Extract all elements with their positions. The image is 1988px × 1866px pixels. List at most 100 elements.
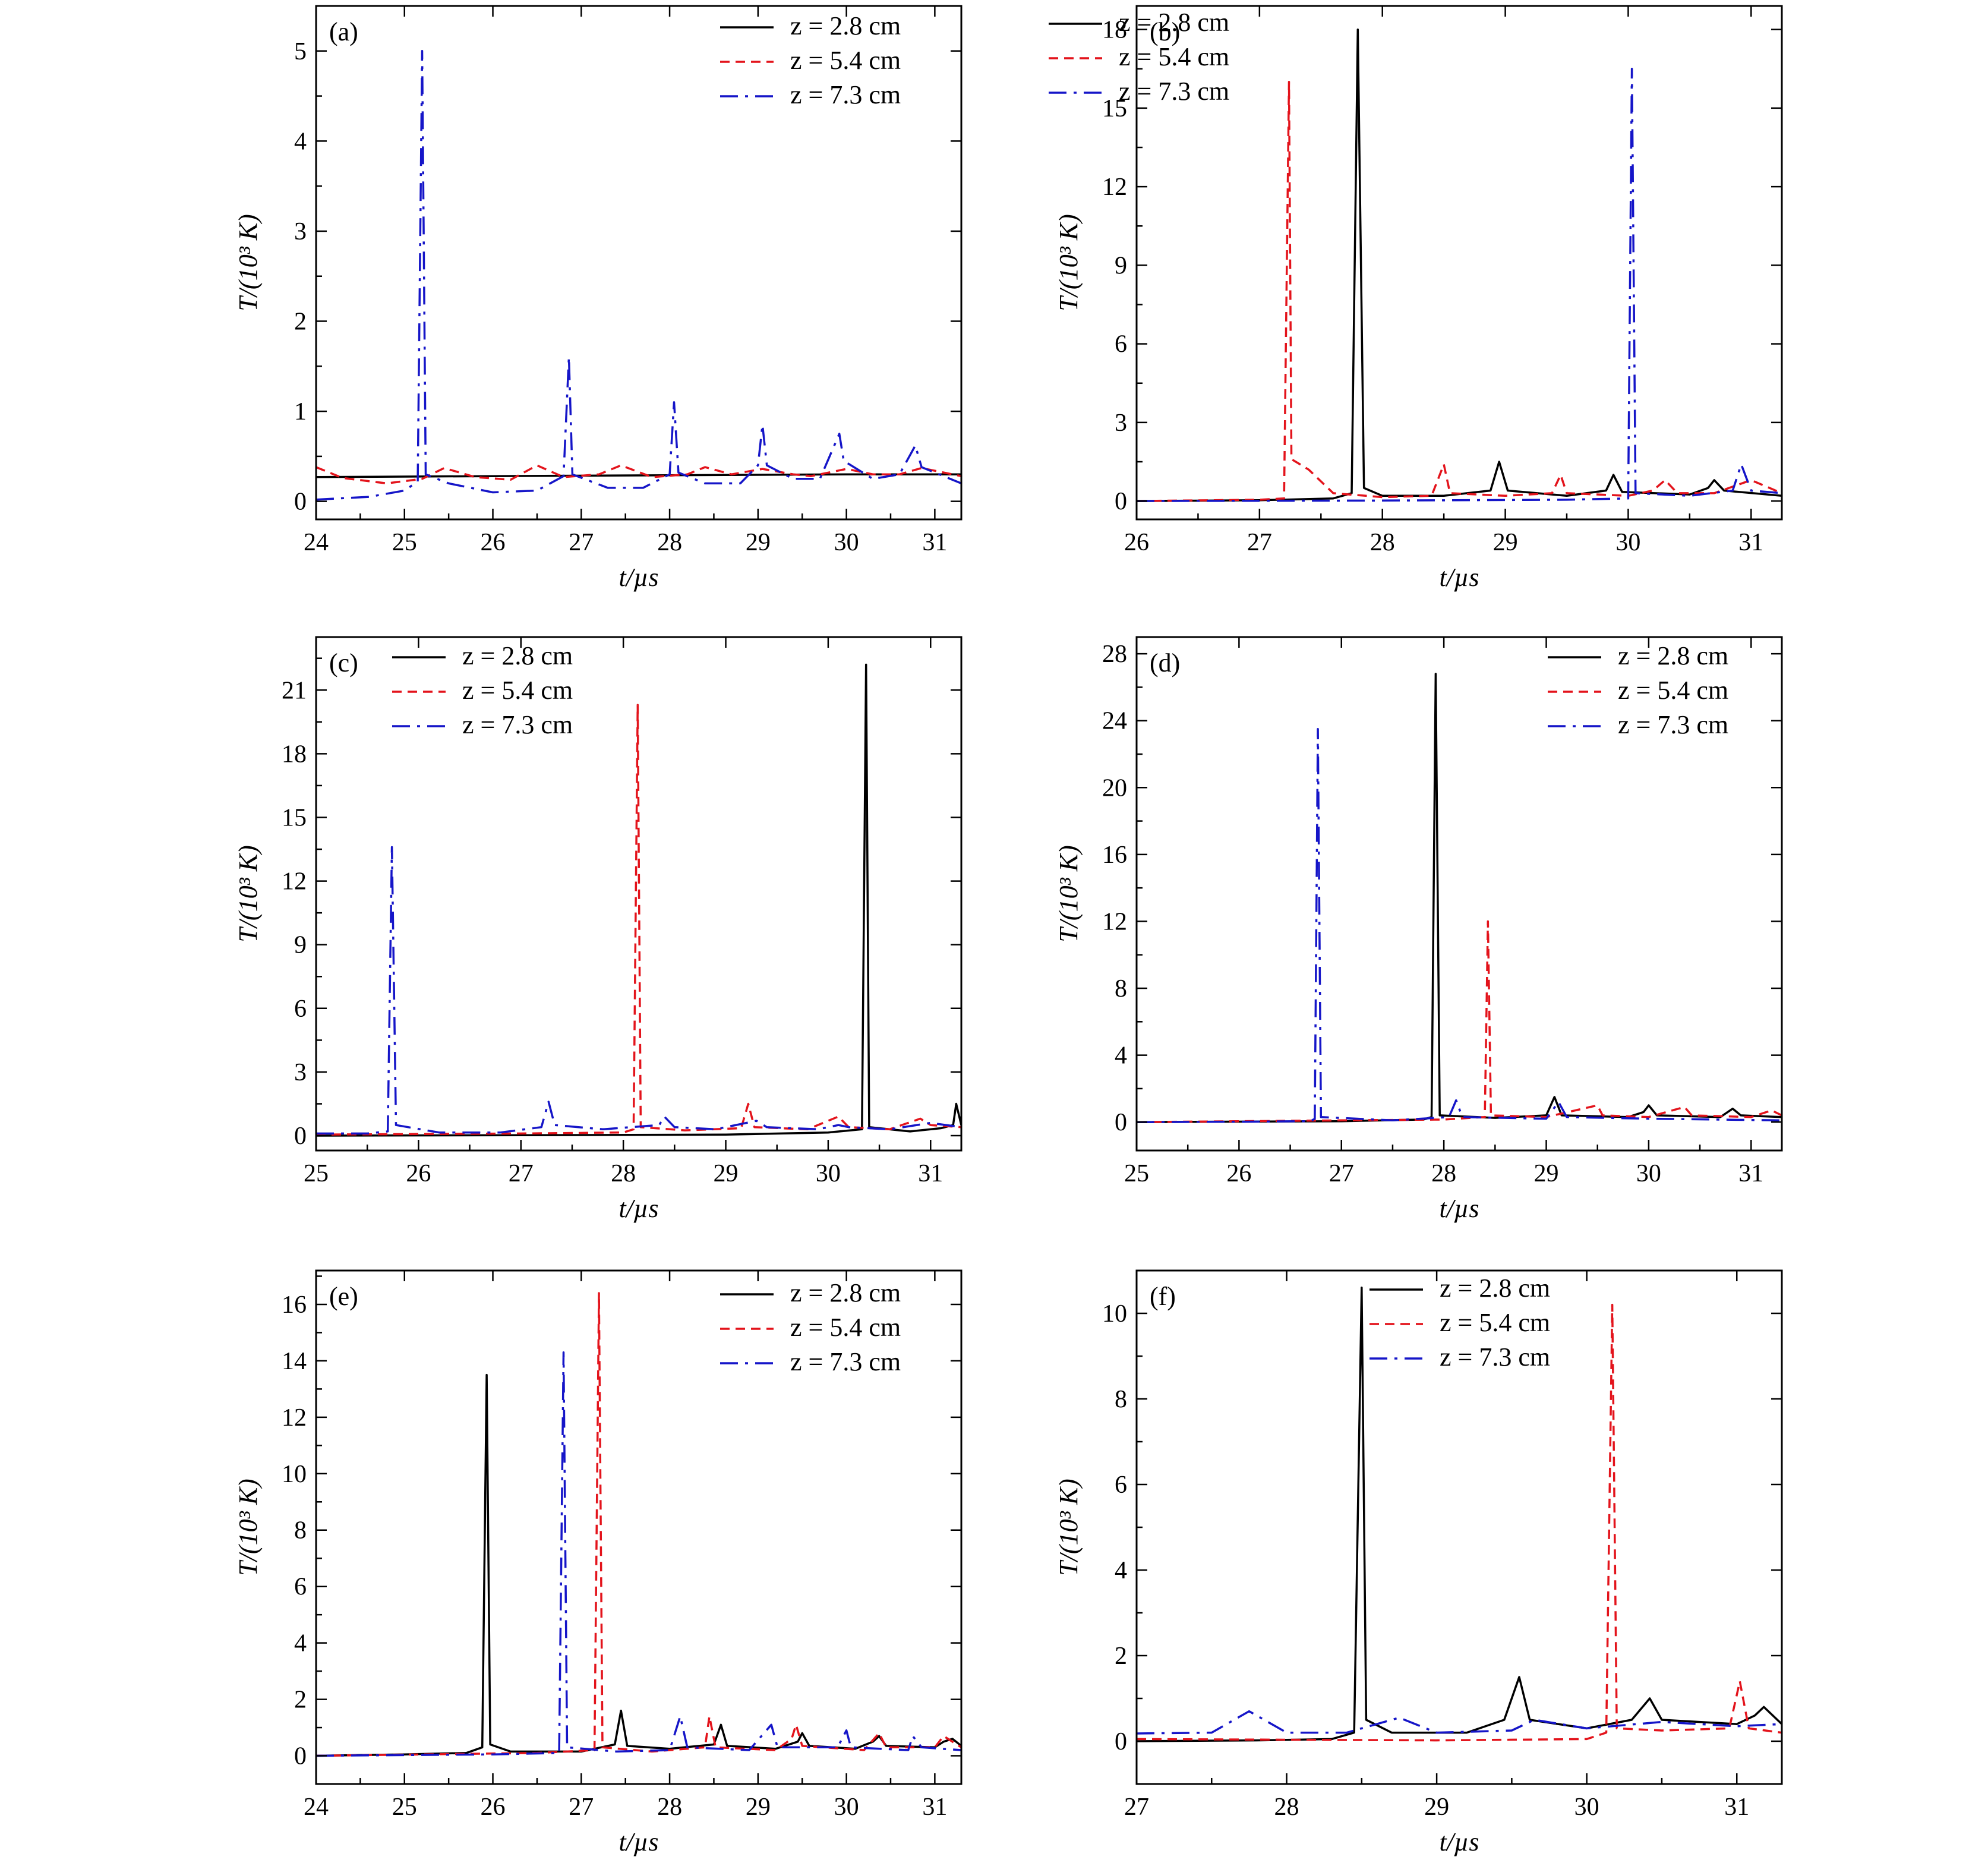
x-tick-label: 31 <box>922 1793 947 1821</box>
series-line-1 <box>1137 1287 1782 1742</box>
x-tick-label: 24 <box>304 529 329 556</box>
x-tick-label: 30 <box>1574 1793 1599 1821</box>
series-line-1 <box>316 663 961 1137</box>
x-tick-label: 27 <box>1124 1793 1149 1821</box>
x-axis-label: t/µs <box>619 1827 659 1856</box>
y-tick-label: 6 <box>1115 1471 1127 1499</box>
series-line-1 <box>316 1373 961 1757</box>
legend-entry-1: z = 2.8 cm <box>1618 641 1728 670</box>
y-tick-label: 3 <box>294 1059 307 1086</box>
plot-frame <box>315 636 963 1152</box>
x-axis-label: t/µs <box>1440 1194 1479 1223</box>
y-tick-label: 4 <box>1115 1557 1127 1584</box>
series-line-2 <box>1137 1303 1782 1742</box>
x-tick-label: 30 <box>1636 1160 1661 1187</box>
x-tick-label: 30 <box>834 1793 859 1821</box>
y-tick-label: 8 <box>1115 975 1127 1003</box>
y-tick-label: 6 <box>294 1574 307 1601</box>
y-tick-label: 3 <box>294 218 307 245</box>
legend: z = 2.8 cm z = 5.4 cm z = 7.3 cm <box>1049 8 1229 106</box>
legend-entry-2: z = 5.4 cm <box>790 1313 901 1342</box>
y-tick-label: 24 <box>1102 708 1127 735</box>
y-axis-label: T/(10³ K) <box>1054 214 1083 311</box>
series-line-3 <box>316 1351 961 1757</box>
legend-entry-1: z = 2.8 cm <box>790 1278 901 1307</box>
legend-entry-3: z = 7.3 cm <box>462 710 573 739</box>
x-tick-label: 27 <box>569 1793 594 1821</box>
series-line-1 <box>1137 673 1782 1123</box>
legend-entry-1: z = 2.8 cm <box>790 11 901 40</box>
x-tick-label: 29 <box>1493 529 1518 556</box>
x-tick-label: 25 <box>1124 1160 1149 1187</box>
y-tick-label: 8 <box>1115 1386 1127 1413</box>
x-tick-label: 30 <box>816 1160 841 1187</box>
y-axis-label: T/(10³ K) <box>1054 1479 1083 1576</box>
x-tick-label: 26 <box>1226 1160 1251 1187</box>
y-tick-label: 12 <box>1102 174 1127 201</box>
legend-entry-2: z = 5.4 cm <box>1119 42 1229 71</box>
legend-entry-3: z = 7.3 cm <box>1618 710 1728 739</box>
series-line-3 <box>316 50 961 501</box>
x-tick-label: 29 <box>746 529 771 556</box>
y-tick-label: 15 <box>282 804 307 831</box>
x-tick-label: 31 <box>1738 529 1763 556</box>
y-axis-label: T/(10³ K) <box>233 214 263 311</box>
x-tick-label: 29 <box>714 1160 739 1187</box>
legend: z = 2.8 cm z = 5.4 cm z = 7.3 cm <box>1548 641 1728 739</box>
chart-panel-a: 24 25 26 27 28 29 30 31 0 1 2 3 4 5 t/µs T/(10³ K) (a) z … <box>233 5 963 592</box>
x-tick-label: 28 <box>1370 529 1395 556</box>
x-tick-label: 28 <box>657 1793 682 1821</box>
x-axis-label: t/µs <box>1440 1827 1479 1856</box>
y-tick-label: 5 <box>294 38 307 65</box>
y-tick-label: 10 <box>1102 1300 1127 1328</box>
legend-entry-3: z = 7.3 cm <box>1119 77 1229 106</box>
x-tick-label: 25 <box>392 1793 417 1821</box>
plot-frame <box>1135 636 1783 1152</box>
y-tick-label: 1 <box>294 398 307 425</box>
x-axis-label: t/µs <box>619 1194 659 1223</box>
chart-panel-d: 25 26 27 28 29 30 31 0 4 8 12 16 20 24 28 t/µs T/(10³ K)… <box>1054 636 1783 1223</box>
plot-frame <box>315 5 963 521</box>
x-tick-label: 24 <box>304 1793 329 1821</box>
y-tick-label: 6 <box>1115 331 1127 358</box>
y-axis-label: T/(10³ K) <box>233 1479 263 1576</box>
y-tick-label: 21 <box>282 677 307 704</box>
panel-label: (a) <box>329 17 358 46</box>
panel-label: (b) <box>1150 17 1180 46</box>
x-tick-label: 30 <box>1615 529 1640 556</box>
series-line-2 <box>316 464 961 485</box>
y-tick-label: 18 <box>282 740 307 768</box>
y-tick-label: 0 <box>1115 1728 1127 1755</box>
x-tick-label: 31 <box>918 1160 943 1187</box>
y-tick-label: 2 <box>1115 1643 1127 1670</box>
legend-entry-3: z = 7.3 cm <box>790 80 901 109</box>
y-tick-label: 12 <box>282 868 307 896</box>
legend: z = 2.8 cm z = 5.4 cm z = 7.3 cm <box>392 641 573 739</box>
plot-frame <box>315 1269 963 1785</box>
x-tick-label: 25 <box>304 1160 329 1187</box>
panel-label: (e) <box>329 1282 358 1311</box>
plot-frame <box>1135 5 1783 521</box>
chart-panel-e: 24 25 26 27 28 29 30 310246810121416t/µsT/(10³ … <box>233 1269 963 1856</box>
y-tick-label: 0 <box>1115 1109 1127 1136</box>
series-line-2 <box>316 1292 961 1757</box>
legend-entry-3: z = 7.3 cm <box>790 1347 901 1376</box>
x-tick-label: 27 <box>569 529 594 556</box>
x-tick-label: 26 <box>481 529 506 556</box>
series-line-2 <box>1137 920 1782 1123</box>
series-line-3 <box>316 846 961 1135</box>
y-tick-label: 0 <box>294 488 307 516</box>
y-tick-label: 8 <box>294 1517 307 1545</box>
x-tick-label: 26 <box>481 1793 506 1821</box>
x-tick-label: 28 <box>1274 1793 1299 1821</box>
x-axis-label: t/µs <box>1440 563 1479 592</box>
x-tick-label: 30 <box>834 529 859 556</box>
legend-entry-2: z = 5.4 cm <box>1618 676 1728 705</box>
x-tick-label: 28 <box>611 1160 636 1187</box>
y-tick-label: 10 <box>282 1461 307 1488</box>
y-tick-label: 2 <box>294 1687 307 1714</box>
y-tick-label: 18 <box>1102 17 1127 44</box>
panel-label: (f) <box>1150 1282 1176 1311</box>
x-tick-label: 27 <box>1329 1160 1354 1187</box>
